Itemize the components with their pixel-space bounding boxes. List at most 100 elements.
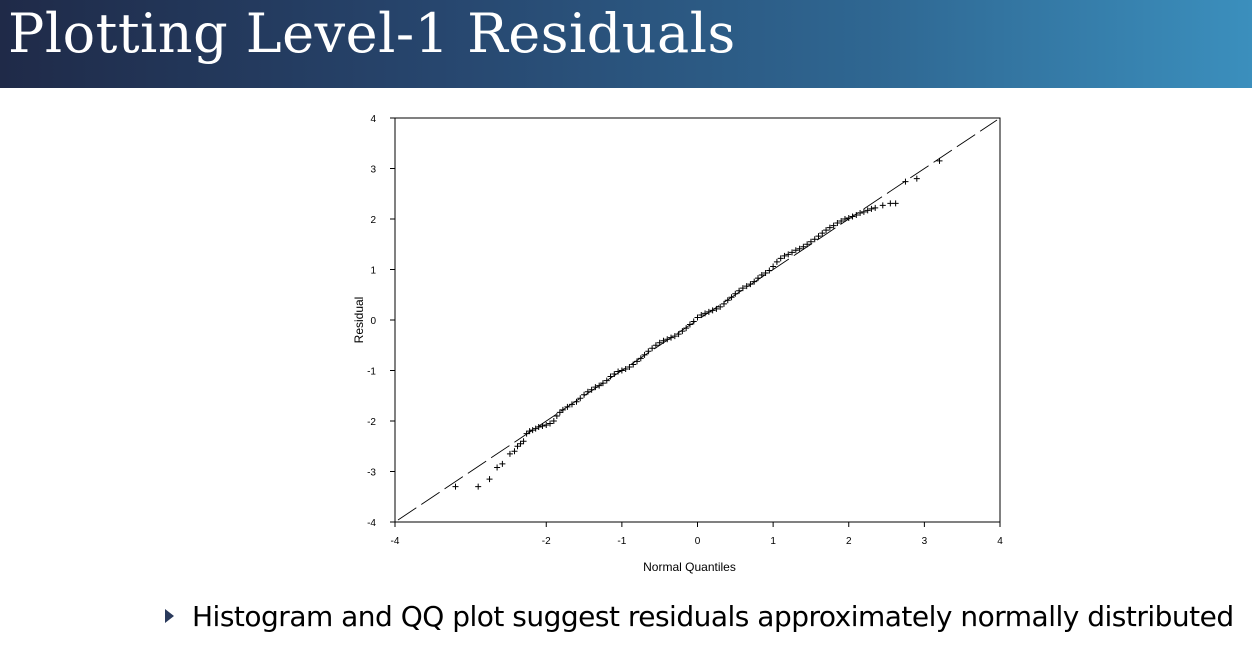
y-tick-label: -3	[367, 468, 376, 479]
data-point	[539, 423, 546, 430]
qq-plot: -4 -2 -1 0 1 2 3 4 4 3 2 1 0 -1 -2 -3 -4 Normal Quantiles…	[352, 114, 1003, 574]
data-point	[830, 222, 837, 229]
data-point	[702, 310, 709, 317]
data-point	[815, 233, 822, 240]
data-point	[686, 321, 693, 328]
data-point	[755, 275, 761, 282]
data-point	[603, 377, 610, 384]
y-tick-label: -1	[367, 367, 376, 378]
data-point	[789, 249, 796, 256]
x-tick-label: 0	[695, 536, 701, 547]
x-tick-label: 4	[997, 536, 1003, 547]
data-point	[652, 342, 659, 349]
data-point	[660, 337, 667, 344]
data-point	[720, 300, 727, 307]
data-point	[826, 224, 833, 231]
data-point	[807, 238, 814, 245]
data-point	[796, 245, 803, 252]
reference-line	[397, 119, 998, 521]
bullet-point: Histogram and QQ plot suggest residuals …	[165, 594, 1234, 638]
data-point	[514, 443, 521, 450]
data-point	[607, 373, 614, 380]
data-point	[618, 367, 625, 374]
data-point	[868, 205, 875, 212]
data-point	[494, 464, 501, 471]
data-point	[860, 208, 867, 215]
data-point	[709, 307, 716, 314]
data-point	[864, 207, 871, 214]
data-point	[739, 285, 746, 292]
data-point	[535, 424, 542, 431]
data-point	[834, 220, 841, 227]
data-point	[777, 255, 784, 262]
data-point	[698, 311, 705, 318]
data-point	[615, 368, 622, 375]
data-point	[724, 297, 731, 304]
y-tick-label: -4	[367, 518, 376, 529]
x-tick-label: -1	[617, 536, 626, 547]
data-point	[550, 418, 557, 424]
data-point	[622, 365, 629, 372]
data-point	[596, 382, 603, 389]
title-bar: Plotting Level-1 Residuals	[0, 0, 1252, 88]
data-point	[475, 483, 482, 490]
data-point	[452, 483, 459, 490]
y-tick-label: -2	[367, 417, 376, 428]
data-point	[556, 409, 563, 416]
data-point	[634, 358, 640, 365]
data-point	[649, 345, 656, 352]
data-point	[762, 270, 769, 277]
data-point	[683, 325, 690, 332]
data-point	[838, 218, 845, 225]
data-point	[592, 384, 599, 391]
data-point	[773, 258, 780, 265]
data-point	[887, 200, 894, 207]
x-tick-label: 3	[922, 536, 928, 547]
data-point	[611, 371, 618, 378]
data-point	[770, 263, 777, 270]
x-tick-label: -2	[542, 536, 551, 547]
data-point	[517, 440, 524, 447]
data-point	[559, 406, 566, 413]
data-point	[577, 395, 584, 402]
data-point	[656, 339, 663, 346]
data-point	[486, 476, 493, 483]
y-tick-label: 1	[370, 266, 376, 277]
x-tick-label: 1	[770, 536, 776, 547]
bullet-text: Histogram and QQ plot suggest residuals …	[192, 599, 1234, 633]
data-point	[588, 386, 595, 393]
data-point	[499, 460, 506, 467]
x-tick-label: -4	[391, 536, 400, 547]
y-tick-label: 2	[370, 215, 376, 226]
data-point	[766, 267, 773, 274]
data-point	[841, 216, 848, 222]
data-point	[581, 391, 588, 398]
data-point	[747, 281, 754, 288]
data-point	[532, 425, 539, 432]
data-point	[506, 450, 513, 457]
data-point	[668, 334, 675, 341]
data-point	[547, 420, 554, 427]
data-point	[936, 157, 943, 164]
data-point	[520, 438, 527, 445]
data-point	[529, 427, 536, 434]
y-tick-label: 4	[370, 114, 376, 125]
data-point	[553, 412, 560, 419]
data-point	[523, 430, 530, 437]
data-point	[751, 278, 758, 285]
data-point	[781, 252, 788, 259]
data-point	[728, 294, 735, 301]
data-point	[713, 305, 720, 312]
data-point	[630, 361, 637, 368]
data-point	[785, 251, 792, 258]
data-point	[599, 380, 606, 387]
data-point	[637, 355, 644, 362]
x-tick-label: 2	[846, 536, 852, 547]
data-point	[679, 328, 686, 335]
data-point	[804, 241, 811, 248]
data-point	[664, 336, 671, 343]
data-point	[584, 388, 591, 395]
y-tick-label: 0	[370, 316, 376, 327]
data-point	[902, 178, 909, 185]
data-point	[758, 272, 765, 279]
